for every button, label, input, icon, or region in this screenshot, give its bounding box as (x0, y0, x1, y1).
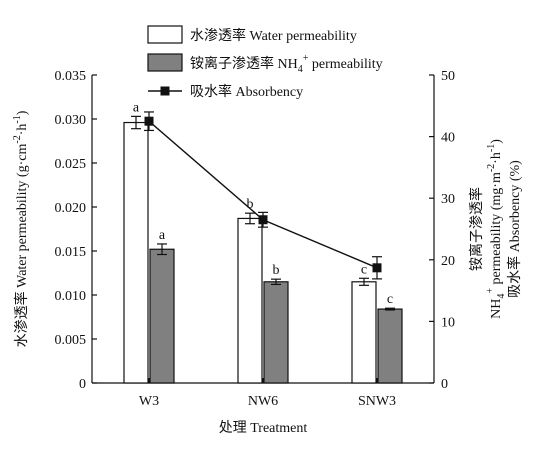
left-tick-label: 0.015 (55, 245, 87, 260)
legend-label-nh4: 铵离子渗透率 NH4+ permeability (190, 53, 383, 75)
x-tick-label: SNW3 (358, 394, 396, 409)
left-tick-label: 0.030 (55, 113, 87, 128)
nh4-permeability-bar (263, 281, 289, 384)
left-tick-label: 0.035 (55, 69, 87, 84)
right-tick-label: 30 (441, 192, 455, 207)
absorbency-point (144, 116, 154, 126)
x-tick-label: NW6 (248, 394, 278, 409)
water-permeability-bar (351, 281, 377, 384)
legend-swatch-nh4 (147, 53, 183, 72)
right-tick-label: 50 (441, 69, 455, 84)
left-y-ticks: 0 0.005 0.010 0.015 0.020 0.025 0.030 0.035 (55, 69, 97, 392)
legend-label-absorbency: 吸水率 Absorbency (190, 83, 303, 100)
significance-label: c (387, 292, 393, 307)
x-tick-label: W3 (139, 394, 159, 409)
left-tick-label: 0.020 (55, 201, 87, 216)
significance-label: c (361, 262, 367, 277)
right-tick-label: 20 (441, 254, 455, 269)
absorbency-point (372, 263, 382, 273)
nh4-permeability-bar (149, 248, 175, 384)
absorbency-point (258, 215, 268, 225)
right-y-ticks: 0 10 20 30 40 50 (429, 69, 455, 392)
water-permeability-bar (237, 217, 263, 384)
right-tick-label: 40 (441, 131, 455, 146)
bars: a b c a b c (123, 100, 403, 384)
significance-label: b (273, 263, 280, 278)
x-ticks: W3 NW6 SNW3 (139, 378, 396, 409)
significance-label: b (247, 197, 254, 212)
plot-area: 0 0.005 0.010 0.015 0.020 0.025 0.030 0.035 0 10… (55, 69, 456, 409)
absorbency-line (148, 120, 378, 269)
right-tick-label: 0 (441, 377, 448, 392)
water-permeability-bar (123, 121, 149, 384)
significance-label: a (133, 100, 140, 115)
legend: 水渗透率 Water permeability 铵离子渗透率 NH4+ perm… (147, 25, 383, 100)
legend-swatch-water (147, 25, 183, 44)
left-tick-label: 0.005 (55, 333, 87, 348)
x-axis-title: 处理 Treatment (219, 420, 308, 436)
absorbency-series (144, 111, 382, 280)
right-tick-label: 10 (441, 315, 455, 330)
left-tick-label: 0.010 (55, 289, 87, 304)
y-axis-title-right-line3: 吸水率 Absorbency (%) (506, 160, 523, 298)
nh4-permeability-bar (377, 308, 403, 384)
left-tick-label: 0.025 (55, 157, 87, 172)
legend-label-water: 水渗透率 Water permeability (190, 27, 357, 44)
y-axis-title-right-line1: 铵离子渗透率 (468, 187, 485, 271)
legend-marker-absorbency (160, 86, 170, 96)
significance-label: a (159, 228, 166, 243)
left-tick-label: 0 (79, 377, 86, 392)
y-axis-title-left: 水渗透率 Water permeability (g·cm-2·h-1) (12, 110, 30, 347)
y-axis-title-right-line2: NH4+ permeability (mg·m-2·h-1) (485, 139, 507, 319)
